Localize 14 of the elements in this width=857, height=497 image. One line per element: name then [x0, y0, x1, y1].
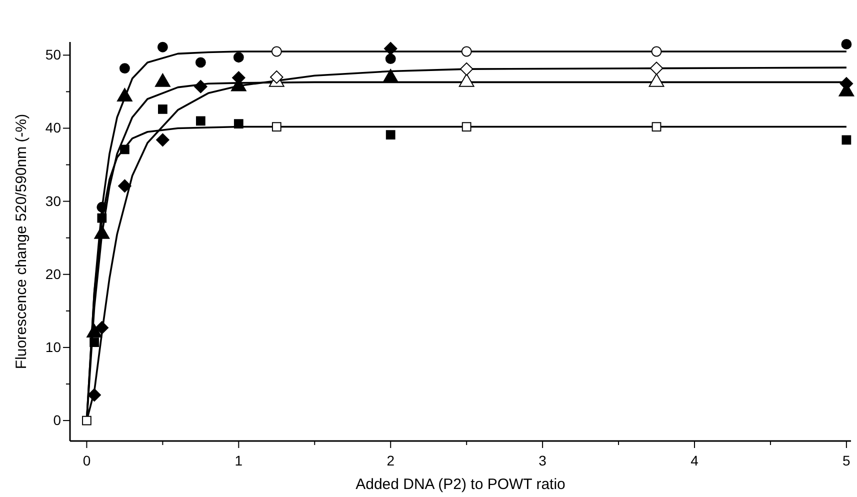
y-tick-label: 50	[45, 46, 62, 63]
x-axis-title: Added DNA (P2) to POWT ratio	[356, 476, 566, 493]
y-tick-label: 0	[53, 412, 62, 428]
y-tick-label: 20	[45, 266, 62, 282]
y-tick-label: 10	[45, 338, 62, 355]
y-tick-label: 40	[45, 120, 62, 136]
x-tick-label: 4	[690, 452, 699, 468]
y-axis-title: Fluorescence change 520/590nm (-%)	[13, 114, 30, 370]
x-tick-label: 3	[538, 452, 547, 468]
x-tick-label: 0	[82, 452, 91, 468]
x-tick-label: 1	[234, 452, 243, 468]
y-tick-label: 30	[45, 192, 62, 209]
x-tick-label: 5	[842, 452, 851, 468]
x-tick-label: 2	[386, 452, 395, 468]
